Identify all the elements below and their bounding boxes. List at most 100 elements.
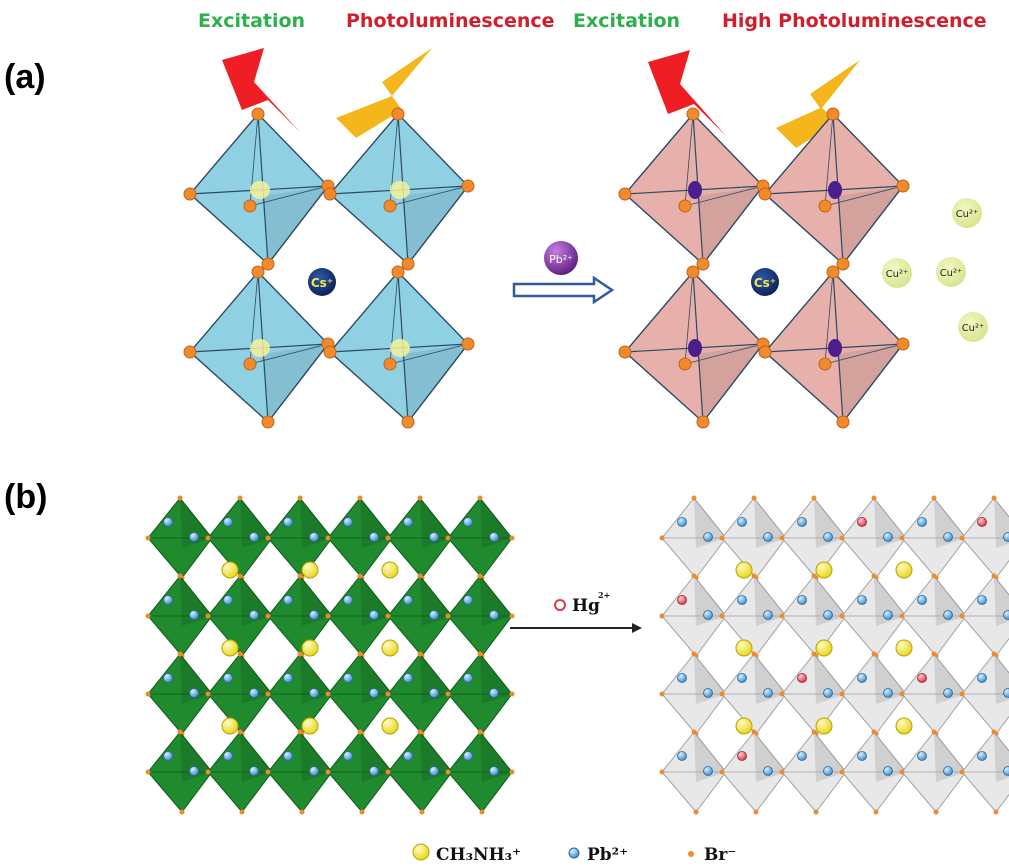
br-atom	[696, 415, 710, 429]
ch3nh3-cation	[815, 639, 833, 657]
lattice-br-atom	[357, 729, 363, 735]
pb-atom	[429, 766, 439, 776]
pb-atom	[343, 673, 353, 683]
lattice-br-atom	[813, 809, 819, 815]
lattice-br-atom	[297, 495, 303, 501]
pb-atom	[163, 517, 173, 527]
pb-atom	[283, 517, 293, 527]
pb-atom	[369, 610, 379, 620]
pb-atom	[223, 751, 233, 761]
lattice-br-atom	[719, 613, 725, 619]
pb-atom	[309, 610, 319, 620]
lattice-br-atom	[297, 651, 303, 657]
lattice-br-atom	[693, 809, 699, 815]
br-atom	[323, 345, 337, 359]
lattice-br-atom	[265, 691, 271, 697]
br-atom	[758, 345, 772, 359]
br-atom	[686, 265, 700, 279]
br-atom	[826, 265, 840, 279]
lattice-br-atom	[479, 809, 485, 815]
pb-atom	[429, 532, 439, 542]
cu-ion-1: Cu²⁺	[952, 198, 982, 228]
cu-center-atom	[390, 339, 410, 357]
pb-atom	[309, 766, 319, 776]
left-excitation-label: Excitation	[198, 10, 306, 32]
pb-atom	[249, 532, 259, 542]
pb-atom	[1003, 532, 1009, 542]
legend-pb-label: Pb²⁺	[587, 845, 628, 865]
br-atom	[461, 337, 475, 351]
pb-atom	[883, 688, 893, 698]
pb-atom	[343, 517, 353, 527]
lattice-br-atom	[871, 729, 877, 735]
lattice-br-atom	[659, 535, 665, 541]
ch3nh3-cation	[735, 561, 753, 579]
lattice-br-atom	[265, 769, 271, 775]
br-atom	[183, 187, 197, 201]
lattice-br-atom	[899, 691, 905, 697]
lattice-br-atom	[719, 769, 725, 775]
pb-atom	[883, 766, 893, 776]
br-atom	[758, 187, 772, 201]
pb-atom	[343, 595, 353, 605]
lattice-br-atom	[177, 729, 183, 735]
ch3nh3-cation	[301, 717, 319, 735]
pb-atom	[1003, 610, 1009, 620]
lattice-br-atom	[297, 729, 303, 735]
lattice-br-atom	[325, 691, 331, 697]
cs-cation-right-label: Cs⁺	[754, 276, 776, 290]
lattice-br-atom	[419, 809, 425, 815]
pb-atom	[857, 673, 867, 683]
pb-atom	[189, 766, 199, 776]
br-atom	[896, 337, 910, 351]
pb-atom	[189, 610, 199, 620]
pb-atom	[763, 766, 773, 776]
panel-b-green-lattice	[145, 495, 515, 815]
br-atom	[678, 199, 692, 213]
lattice-br-atom	[385, 535, 391, 541]
lattice-br-atom	[811, 495, 817, 501]
legend-br-dot	[688, 851, 694, 857]
lattice-br-atom	[931, 573, 937, 579]
pb-atom	[797, 751, 807, 761]
pb-atom	[189, 532, 199, 542]
lattice-br-atom	[933, 809, 939, 815]
br-atom	[243, 357, 257, 371]
cs-cation-right	[751, 268, 779, 296]
br-atom	[686, 107, 700, 121]
ch3nh3-cation	[735, 639, 753, 657]
svg-text:Cu²⁺: Cu²⁺	[956, 209, 979, 220]
lattice-br-atom	[477, 573, 483, 579]
legend-ch3nh3-label: CH₃NH₃⁺	[436, 845, 521, 865]
lattice-br-atom	[509, 691, 515, 697]
cu-center-atom	[250, 181, 270, 199]
lattice-br-atom	[297, 573, 303, 579]
pb-atom	[797, 595, 807, 605]
pb-center-atom	[828, 339, 842, 357]
br-atom	[261, 257, 275, 271]
lattice-br-atom	[177, 651, 183, 657]
lattice-br-atom	[239, 809, 245, 815]
lattice-br-atom	[959, 613, 965, 619]
lattice-br-atom	[237, 651, 243, 657]
right-photoluminescence-label: High Photoluminescence	[722, 10, 987, 32]
ch3nh3-cation	[381, 561, 399, 579]
lattice-br-atom	[899, 535, 905, 541]
pb-atom	[223, 595, 233, 605]
lattice-br-atom	[779, 769, 785, 775]
hg-atom	[677, 595, 687, 605]
ch3nh3-cation	[815, 561, 833, 579]
cu-ion-3: Cu²⁺	[936, 257, 966, 287]
lattice-br-atom	[659, 613, 665, 619]
lattice-br-atom	[177, 495, 183, 501]
br-atom	[618, 187, 632, 201]
br-atom	[383, 199, 397, 213]
pb-atom	[463, 595, 473, 605]
lattice-br-atom	[145, 691, 151, 697]
cs-cation-left-label: Cs⁺	[311, 276, 333, 290]
pb-atom	[1003, 688, 1009, 698]
ch3nh3-cation	[895, 561, 913, 579]
excitation-bolt-left	[222, 48, 300, 132]
lattice-br-atom	[445, 769, 451, 775]
